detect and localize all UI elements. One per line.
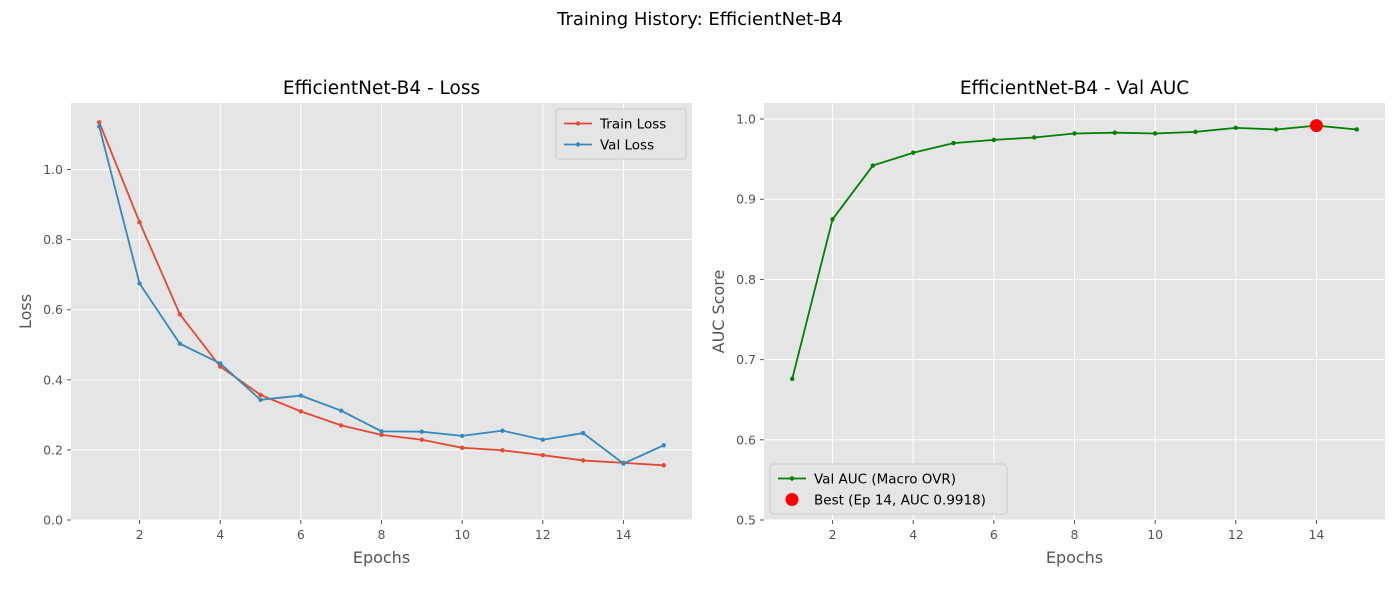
data-point bbox=[621, 461, 626, 466]
data-point bbox=[540, 437, 545, 442]
x-tick-label: 6 bbox=[990, 527, 998, 542]
data-point bbox=[459, 433, 465, 439]
data-point bbox=[419, 437, 425, 442]
y-axis-label: Loss bbox=[16, 294, 35, 329]
data-point bbox=[379, 429, 384, 434]
data-point bbox=[540, 452, 545, 458]
y-tick-label: 0.7 bbox=[736, 352, 756, 367]
data-point bbox=[951, 140, 956, 146]
data-point bbox=[500, 428, 505, 433]
data-point bbox=[298, 409, 304, 414]
legend-box bbox=[555, 108, 687, 160]
data-point bbox=[137, 219, 142, 225]
data-point bbox=[580, 430, 586, 436]
data-point bbox=[97, 124, 102, 129]
x-tick-label: 2 bbox=[136, 527, 144, 542]
data-point bbox=[1112, 130, 1118, 135]
legend-label: Train Loss bbox=[599, 117, 666, 133]
data-point bbox=[338, 423, 344, 428]
data-point bbox=[830, 217, 835, 222]
x-tick-label: 8 bbox=[1071, 527, 1079, 542]
legend-label: Val Loss bbox=[600, 138, 654, 154]
x-tick-label: 4 bbox=[909, 527, 917, 542]
x-tick-label: 12 bbox=[535, 527, 551, 542]
data-point bbox=[177, 341, 183, 346]
legend-label: Best (Ep 14, AUC 0.9918) bbox=[814, 493, 986, 509]
data-point bbox=[298, 393, 304, 398]
data-point bbox=[459, 445, 465, 451]
y-tick-label: 0.4 bbox=[43, 372, 63, 387]
y-tick-label: 1.0 bbox=[736, 112, 756, 127]
y-axis-label: AUC Score bbox=[709, 270, 728, 354]
data-point bbox=[790, 376, 795, 382]
data-point bbox=[580, 458, 586, 463]
figure-title: Training History: EfficientNet-B4 bbox=[557, 9, 843, 30]
y-tick-label: 0.6 bbox=[736, 432, 756, 447]
data-point bbox=[97, 120, 102, 125]
x-tick-label: 8 bbox=[378, 527, 386, 542]
x-tick-label: 14 bbox=[1308, 527, 1324, 542]
data-point bbox=[258, 397, 263, 403]
data-point bbox=[1193, 129, 1198, 135]
data-point bbox=[258, 392, 263, 398]
data-point bbox=[1273, 127, 1279, 132]
data-point bbox=[661, 443, 666, 448]
data-point bbox=[991, 137, 997, 143]
legend-auc: Val AUC (Macro OVR) Best (Ep 14, AUC 0.99… bbox=[769, 463, 1008, 515]
x-tick-label: 2 bbox=[829, 527, 837, 542]
best-marker bbox=[1309, 119, 1323, 133]
x-axis-label: Epochs bbox=[1046, 548, 1103, 567]
y-tick-label: 0.9 bbox=[736, 192, 756, 207]
chart-title: EfficientNet-B4 - Val AUC bbox=[960, 78, 1189, 99]
x-tick-label: 10 bbox=[1147, 527, 1163, 542]
y-tick-label: 1.0 bbox=[43, 162, 63, 177]
chart-title: EfficientNet-B4 - Loss bbox=[283, 78, 480, 99]
data-point bbox=[1233, 125, 1238, 131]
data-point bbox=[1072, 131, 1077, 136]
y-tick-label: 0.5 bbox=[736, 513, 756, 528]
data-point bbox=[500, 448, 505, 453]
x-tick-label: 14 bbox=[615, 527, 631, 542]
legend-loss: Train Loss Val Loss bbox=[555, 108, 687, 160]
x-tick-label: 4 bbox=[216, 527, 224, 542]
y-tick-label: 0.0 bbox=[43, 513, 63, 528]
x-axis-label: Epochs bbox=[353, 548, 410, 567]
data-point bbox=[1354, 127, 1359, 132]
y-tick-label: 0.6 bbox=[43, 302, 63, 317]
legend-label: Val AUC (Macro OVR) bbox=[814, 472, 956, 488]
data-point bbox=[137, 281, 142, 286]
chart-loss: 2 4 6 8 10 12 14 0.0 0.2 0.4 0.6 0.8 1.0 EfficientNet… bbox=[16, 78, 692, 567]
data-point bbox=[177, 312, 183, 317]
legend-point-swatch bbox=[575, 121, 581, 126]
data-point bbox=[870, 163, 876, 168]
data-point bbox=[379, 432, 384, 438]
x-tick-label: 6 bbox=[297, 527, 305, 542]
legend-marker-swatch bbox=[785, 493, 799, 506]
data-point bbox=[338, 408, 344, 413]
legend-point-swatch bbox=[575, 142, 581, 147]
x-tick-label: 12 bbox=[1228, 527, 1244, 542]
legend-point-swatch bbox=[789, 476, 795, 481]
data-point bbox=[911, 150, 916, 155]
chart-auc: 2 4 6 8 10 12 14 0.5 0.6 0.7 0.8 0.9 1.0 EfficientNet… bbox=[709, 78, 1385, 567]
data-point bbox=[1152, 131, 1158, 136]
legend-box bbox=[769, 463, 1008, 515]
x-tick-label: 10 bbox=[454, 527, 470, 542]
data-point bbox=[218, 361, 223, 366]
data-point bbox=[1031, 135, 1037, 140]
data-point bbox=[661, 463, 666, 468]
y-tick-label: 0.8 bbox=[43, 232, 63, 247]
y-tick-label: 0.2 bbox=[43, 442, 63, 457]
y-tick-label: 0.8 bbox=[736, 272, 756, 287]
data-point bbox=[419, 429, 425, 434]
